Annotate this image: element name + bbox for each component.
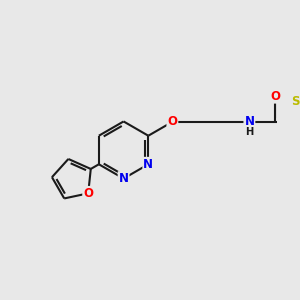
Text: N: N [118, 172, 129, 185]
Text: H: H [245, 127, 253, 137]
Text: S: S [292, 95, 300, 109]
Text: N: N [143, 158, 153, 171]
Text: N: N [244, 115, 254, 128]
Text: O: O [167, 115, 177, 128]
Text: O: O [270, 90, 280, 103]
Text: O: O [83, 187, 93, 200]
